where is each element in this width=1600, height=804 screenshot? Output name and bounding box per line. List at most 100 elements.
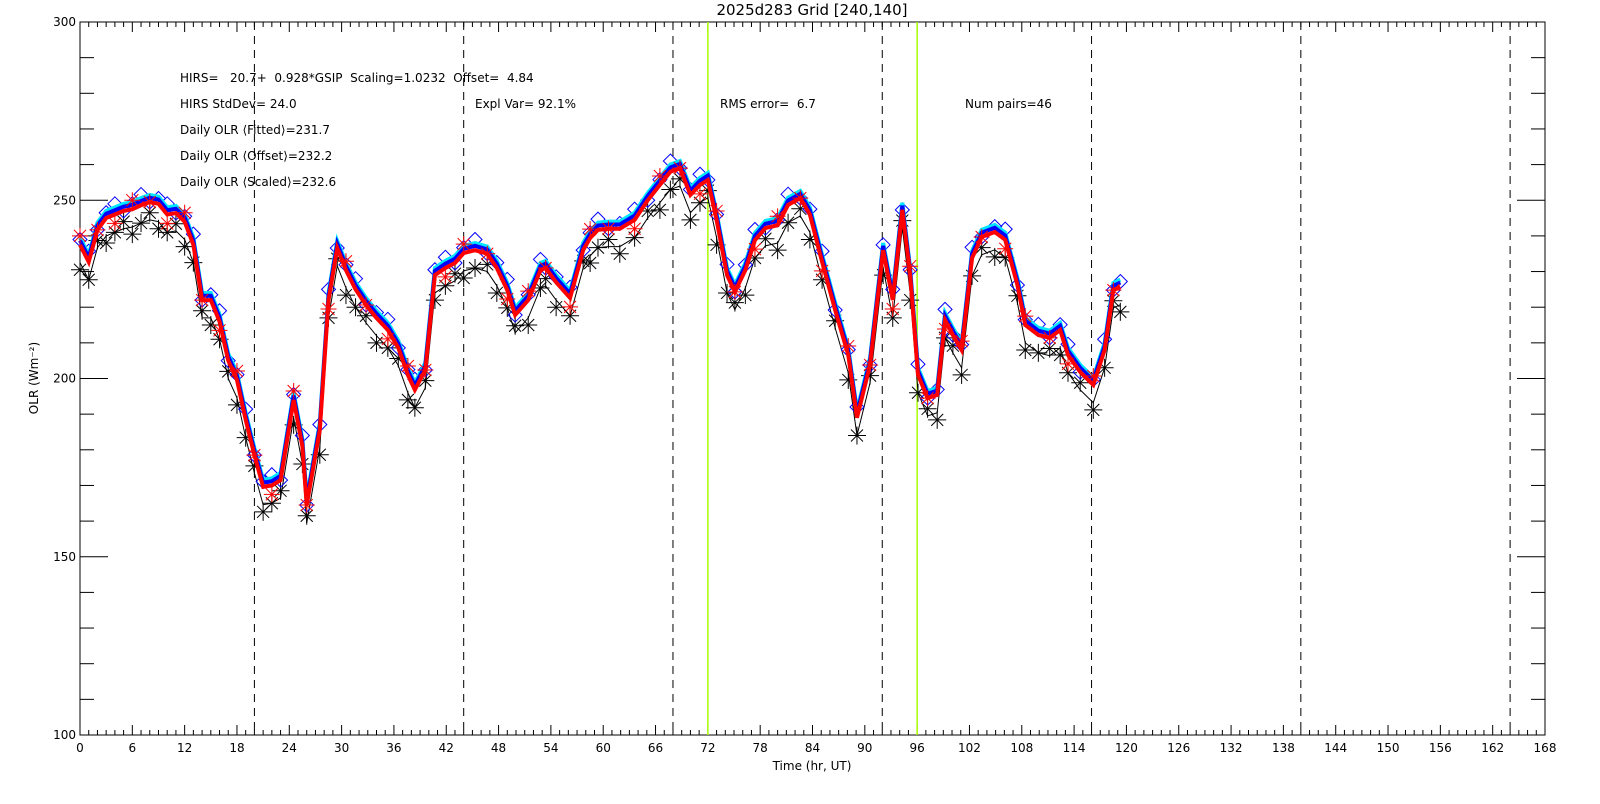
hirs-asterisk-marker [600, 220, 617, 237]
daily-scaled-annotation: Daily OLR ⟨Scaled⟩=232.6 [180, 175, 336, 189]
gsip-asterisk-marker [132, 214, 151, 233]
asterisk-stroke [998, 242, 1012, 256]
hirs-asterisk-marker [884, 300, 901, 317]
asterisk-stroke [143, 195, 157, 209]
gsip-asterisk-marker [610, 244, 629, 263]
asterisk-stroke [248, 448, 261, 462]
hirs-asterisk-marker [211, 322, 228, 339]
asterisk-stroke [673, 161, 687, 175]
hirs-asterisk-marker [159, 215, 176, 232]
gsip-asterisk-marker [661, 180, 680, 199]
hirs-asterisk-marker [708, 202, 725, 219]
daily-offset-annotation: Daily OLR ⟨Offset⟩=232.2 [180, 149, 332, 163]
asterisk-stroke [534, 281, 547, 295]
asterisk-stroke [73, 229, 87, 243]
asterisk-stroke [583, 256, 597, 270]
gsip-asterisk-marker [398, 390, 417, 409]
x-tick-label: 162 [1481, 741, 1504, 755]
x-tick-label: 54 [543, 741, 558, 755]
asterisk-stroke [841, 339, 855, 353]
hirs-asterisk-marker [582, 221, 599, 238]
hirs-asterisk-marker [746, 241, 763, 258]
asterisk-stroke [771, 209, 784, 223]
x-tick-label: 144 [1324, 741, 1347, 755]
gsip-asterisk-marker [71, 260, 89, 279]
scaled-line [78, 165, 1122, 506]
x-tick-label: 132 [1220, 741, 1243, 755]
asterisk-stroke [349, 300, 362, 314]
hirs-asterisk-marker [106, 215, 123, 232]
asterisk-stroke [508, 319, 522, 333]
hirs-asterisk-marker [692, 185, 709, 202]
y-tick-label: 250 [53, 193, 76, 207]
gsip-line [79, 185, 1121, 523]
gsip-asterisk-marker [454, 268, 473, 287]
asterisk-stroke [117, 215, 130, 228]
hirs-asterisk-marker [862, 356, 879, 373]
data-marks [71, 153, 1130, 525]
asterisk-stroke [693, 196, 707, 210]
asterisk-stroke [1061, 366, 1075, 380]
hirs-asterisk-marker [358, 297, 375, 314]
asterisk-stroke [91, 223, 104, 237]
asterisk-stroke [771, 243, 784, 257]
asterisk-stroke [418, 363, 432, 377]
x-tick-label: 66 [648, 741, 663, 755]
asterisk-stroke [300, 498, 314, 512]
asterisk-stroke [759, 232, 772, 246]
asterisk-stroke [408, 401, 422, 415]
asterisk-stroke [583, 222, 597, 236]
asterisk-stroke [439, 270, 452, 284]
asterisk-stroke [602, 222, 615, 236]
asterisk-stroke [99, 236, 113, 250]
asterisk-stroke [287, 384, 300, 398]
expl-var-annotation: Expl Var= 92.1% [475, 97, 576, 111]
asterisk-stroke [1043, 342, 1057, 355]
asterisk-stroke [988, 250, 1002, 264]
asterisk-stroke [213, 324, 226, 337]
hirs-asterisk-marker [194, 292, 211, 309]
x-tick-label: 90 [857, 741, 872, 755]
asterisk-stroke [265, 488, 279, 501]
rms-annotation: RMS error= 6.7 [720, 97, 816, 111]
x-tick-label: 108 [1010, 741, 1033, 755]
asterisk-stroke [628, 222, 641, 236]
hirs-asterisk-marker [141, 194, 158, 211]
gsip-asterisk-marker [114, 212, 133, 231]
asterisk-stroke [728, 296, 742, 309]
gsip-asterisk-marker [97, 234, 116, 253]
hirs-asterisk-marker [1041, 329, 1058, 346]
x-tick-label: 96 [910, 741, 925, 755]
gsip-asterisk-marker [650, 200, 669, 219]
asterisk-stroke [886, 311, 900, 325]
hirs-asterisk-marker [89, 221, 106, 238]
hirs-asterisk-marker [455, 236, 472, 253]
asterisk-stroke [1043, 331, 1057, 345]
x-tick-label: 72 [700, 741, 715, 755]
gsip-asterisk-marker [336, 286, 355, 305]
asterisk-stroke [1106, 283, 1120, 297]
asterisk-stroke [521, 318, 535, 332]
y-tick-label: 100 [53, 728, 76, 742]
daily-fitted-annotation: Daily OLR ⟨Fitted⟩=231.7 [180, 123, 330, 137]
asterisk-stroke [339, 254, 353, 268]
hirs-asterisk-marker [246, 447, 263, 464]
y-axis-label: OLR (Wm⁻²) [27, 342, 41, 414]
asterisk-stroke [975, 230, 989, 244]
asterisk-stroke [728, 285, 742, 299]
gsip-asterisk-marker [487, 283, 506, 302]
asterisk-stroke [684, 213, 697, 227]
asterisk-stroke [938, 322, 952, 336]
gsip-asterisk-marker [175, 237, 194, 256]
asterisk-stroke [748, 251, 762, 265]
asterisk-stroke [152, 222, 165, 236]
x-tick-label: 18 [229, 741, 244, 755]
gsip-asterisk-marker [918, 399, 937, 418]
hirs-asterisk-marker [919, 390, 936, 407]
hirs-asterisk-marker [973, 228, 990, 245]
hirs-asterisk-marker [228, 363, 245, 380]
asterisk-stroke [490, 286, 504, 300]
hirs-asterisk-marker [320, 300, 337, 317]
asterisk-stroke [903, 259, 917, 273]
